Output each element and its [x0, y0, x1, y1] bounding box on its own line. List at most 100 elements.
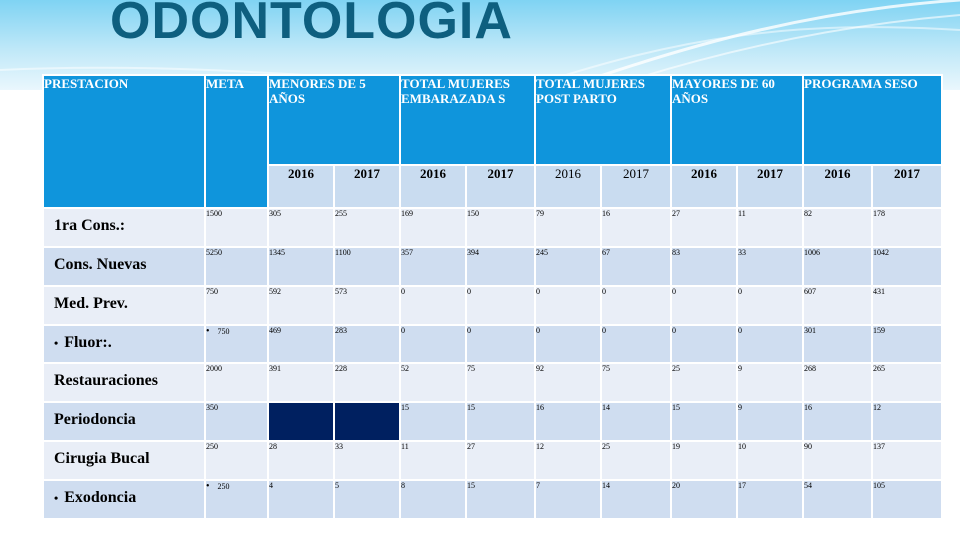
- value-cell: 0: [465, 323, 537, 365]
- value-cell: 245: [534, 245, 603, 287]
- row-label-text: Fluor:.: [64, 333, 112, 351]
- row-label-text: Exodoncia: [64, 489, 137, 507]
- value-cell: 33: [736, 245, 805, 287]
- meta-cell: 350: [204, 401, 269, 443]
- row-label-text: Cirugia Bucal: [54, 450, 150, 468]
- meta-cell: 1500: [204, 206, 269, 248]
- value-cell: 305: [267, 206, 335, 248]
- table-row: Med. Prev. 750 592 573 0 0 0 0 0 0 607 431: [42, 284, 944, 326]
- value-cell: 169: [399, 206, 468, 248]
- value-cell: 16: [802, 401, 874, 443]
- row-label-text: 1ra Cons.:: [54, 216, 126, 234]
- value-cell: 0: [670, 323, 739, 365]
- row-label: 1ra Cons.:: [42, 206, 206, 248]
- value-cell: 1345: [267, 245, 335, 287]
- value-cell: 0: [600, 323, 673, 365]
- value-cell: 1042: [871, 245, 944, 287]
- page-title: ODONTOLOGIA: [110, 0, 513, 50]
- value-cell: 228: [332, 362, 402, 404]
- year-cell: 2016: [802, 164, 874, 209]
- value-cell: 11: [736, 206, 805, 248]
- header-prestacion: PRESTACION: [42, 74, 206, 209]
- meta-value: 350: [206, 403, 218, 413]
- value-cell: 54: [802, 479, 874, 520]
- value-cell: 9: [736, 401, 805, 443]
- value-cell: 4: [267, 479, 335, 520]
- value-cell: 0: [600, 284, 673, 326]
- year-cell: 2017: [871, 164, 944, 209]
- value-cell: 0: [736, 323, 805, 365]
- header-row: PRESTACION META MENORES DE 5 AÑOS TOTAL …: [42, 73, 944, 209]
- value-cell: 28: [267, 440, 335, 482]
- table-row: Restauraciones 2000 391 228 52 75 92 75 25 9 268 26…: [42, 362, 944, 404]
- value-cell: 0: [399, 284, 468, 326]
- meta-value: 750: [217, 326, 230, 336]
- value-cell: 469: [267, 323, 335, 365]
- value-cell: 0: [465, 284, 537, 326]
- meta-value: 1500: [206, 208, 222, 218]
- meta-value: 250: [206, 442, 218, 452]
- row-label: Med. Prev.: [42, 284, 206, 326]
- value-cell: 15: [465, 479, 537, 520]
- value-cell: 357: [399, 245, 468, 287]
- value-cell: 607: [802, 284, 874, 326]
- value-cell: 592: [267, 284, 335, 326]
- header-embarazadas: TOTAL MUJERES EMBARAZADA S: [399, 73, 537, 167]
- data-table: PRESTACION META MENORES DE 5 AÑOS TOTAL …: [42, 73, 944, 520]
- value-cell: 159: [871, 323, 944, 365]
- header-post-parto: TOTAL MUJERES POST PARTO: [534, 73, 673, 167]
- value-cell: 265: [871, 362, 944, 404]
- value-cell: 25: [600, 440, 673, 482]
- meta-cell: 250: [204, 440, 269, 482]
- value-cell: 33: [332, 440, 402, 482]
- value-cell: 12: [871, 401, 944, 443]
- year-cell: 2017: [600, 164, 673, 209]
- value-cell: 1100: [332, 245, 402, 287]
- meta-value: 5250: [206, 247, 222, 257]
- value-cell: 1006: [802, 245, 874, 287]
- value-cell: 90: [802, 440, 874, 482]
- value-cell: 391: [267, 362, 335, 404]
- value-cell: 7: [534, 479, 603, 520]
- value-cell: 394: [465, 245, 537, 287]
- row-label: Cirugia Bucal: [42, 440, 206, 482]
- value-cell: 15: [399, 401, 468, 443]
- header-menores: MENORES DE 5 AÑOS: [266, 73, 402, 167]
- value-cell: 14: [600, 479, 673, 520]
- header-mayores: MAYORES DE 60 AÑOS: [670, 73, 805, 167]
- row-label-text: Restauraciones: [54, 372, 158, 390]
- value-cell: 268: [802, 362, 874, 404]
- table-row: • Exodoncia • 250 4 5 8 15 7 14 20 17 54 105: [42, 479, 944, 520]
- year-cell: 2017: [465, 164, 537, 209]
- row-label: • Exodoncia: [42, 479, 206, 520]
- row-label: Cons. Nuevas: [42, 245, 206, 287]
- meta-cell: • 250: [204, 479, 269, 520]
- bullet-icon: •: [54, 491, 59, 506]
- value-cell: 0: [534, 284, 603, 326]
- value-cell: 27: [670, 206, 739, 248]
- meta-cell: 5250: [204, 245, 269, 287]
- header-meta: META: [204, 74, 269, 209]
- meta-value: 2000: [206, 364, 222, 374]
- value-cell: 5: [332, 479, 402, 520]
- value-cell: 431: [871, 284, 944, 326]
- table-body: 1ra Cons.: 1500 305 255 169 150 79 16 27 11 82 178 C…: [42, 206, 944, 520]
- value-cell: 8: [399, 479, 468, 520]
- value-cell: 137: [871, 440, 944, 482]
- value-cell: [332, 401, 402, 443]
- value-cell: 20: [670, 479, 739, 520]
- value-cell: 67: [600, 245, 673, 287]
- value-cell: 0: [670, 284, 739, 326]
- bullet-icon: •: [54, 335, 59, 350]
- meta-value: 250: [217, 482, 230, 492]
- year-cell: 2016: [670, 164, 739, 209]
- year-cell: 2016: [399, 164, 468, 209]
- value-cell: 573: [332, 284, 402, 326]
- bullet-icon: •: [206, 325, 210, 337]
- table-row: Periodoncia 350 15 15 16 14 15 9 16 12: [42, 401, 944, 443]
- year-cell: 2016: [267, 164, 335, 209]
- year-cell: 2016: [534, 164, 603, 209]
- value-cell: 17: [736, 479, 805, 520]
- row-label: Restauraciones: [42, 362, 206, 404]
- meta-value: 750: [206, 286, 218, 296]
